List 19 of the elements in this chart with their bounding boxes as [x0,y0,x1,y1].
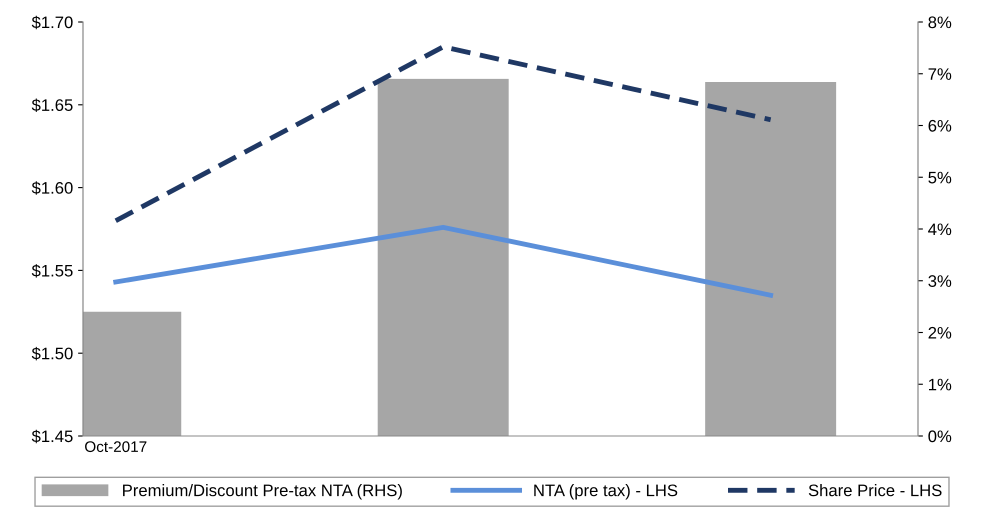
y2-tick-label: 6% [928,120,952,132]
y2-tick-label: 2% [928,326,952,339]
legend-label: Share Price - LHS [808,484,942,496]
y2-tick-label: 5% [928,172,952,184]
y-tick-label: $1.70 [32,16,73,30]
y2-tick-label: 4% [928,223,952,236]
y-tick-label: $1.50 [32,346,73,360]
legend-label: Premium/Discount Pre-tax NTA (RHS) [123,484,402,500]
y2-tick-label: 1% [928,378,952,390]
y-tick-label: $1.55 [32,264,73,278]
y2-tick-label: 7% [928,68,952,80]
y-tick-label: $1.65 [32,98,73,112]
y2-tick-label: 3% [928,275,952,287]
y2-tick-label: 0% [928,430,952,442]
x-tick-label: Oct-2017 [85,441,146,452]
y2-tick-label: 8% [928,16,952,28]
legend-label: NTA (pre tax) - LHS [534,484,678,500]
y-tick-label: $1.45 [32,430,73,444]
y-tick-label: $1.60 [32,181,73,195]
